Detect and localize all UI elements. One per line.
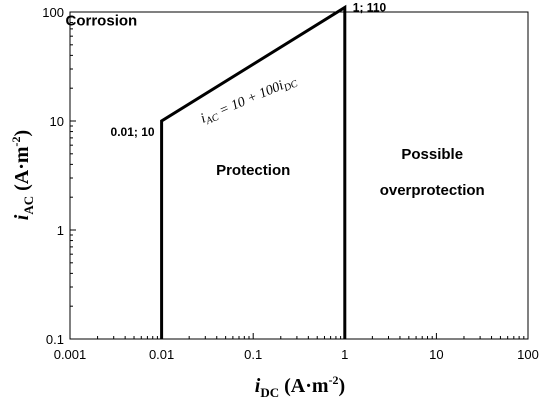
eq-sub2: DC (281, 78, 299, 94)
point-label: 1; 110 (353, 0, 387, 14)
x-tick-label: 10 (429, 347, 443, 362)
plot-frame (69, 11, 529, 340)
x-tick-label: 0.001 (54, 347, 87, 362)
eq-main: i (199, 111, 209, 126)
x-tick-label: 1 (341, 347, 348, 362)
point-labels: 0.01; 10 1; 110 (111, 0, 387, 139)
protection-boundary-line (160, 4, 347, 339)
eq-mid: = 10 + 100i (214, 78, 286, 120)
y-title-sub: AC (21, 196, 36, 215)
y-title-close: ) (11, 130, 33, 137)
boundary-equation-label: iAC = 10 + 100iDC (199, 73, 300, 129)
y-title-sup: -2 (9, 136, 23, 146)
y-axis-title: iAC (A·m-2) (9, 130, 36, 220)
region-labels: Corrosion Protection Possible overprotectio… (66, 13, 485, 199)
x-title-units: (A·m (279, 375, 329, 397)
x-axis-title: iDC (A·m-2) (255, 373, 345, 400)
x-axis-ticks: 0.001 0.01 0.1 1 10 100 (54, 333, 539, 362)
x-title-sup: -2 (329, 373, 339, 387)
point-label: 0.01; 10 (111, 125, 155, 139)
region-label: Possible (401, 146, 463, 163)
x-title-main: i (255, 375, 261, 397)
x-title-sub: DC (260, 385, 279, 400)
x-title-close: ) (339, 375, 346, 397)
x-tick-label: 0.1 (244, 347, 262, 362)
y-title-units: (A·m (11, 146, 33, 196)
region-label: Corrosion (66, 13, 138, 30)
y-tick-label: 100 (42, 5, 64, 20)
region-label: overprotection (380, 182, 485, 199)
x-tick-label: 100 (517, 347, 539, 362)
x-tick-label: 0.01 (149, 347, 174, 362)
region-label: Protection (216, 162, 290, 179)
y-tick-label: 0.1 (46, 332, 64, 347)
y-tick-label: 10 (50, 114, 64, 129)
y-title-main: i (11, 214, 33, 220)
y-axis-ticks: 0.1 1 10 100 (42, 5, 76, 347)
eq-sub1: AC (204, 112, 221, 128)
y-tick-label: 1 (57, 223, 64, 238)
